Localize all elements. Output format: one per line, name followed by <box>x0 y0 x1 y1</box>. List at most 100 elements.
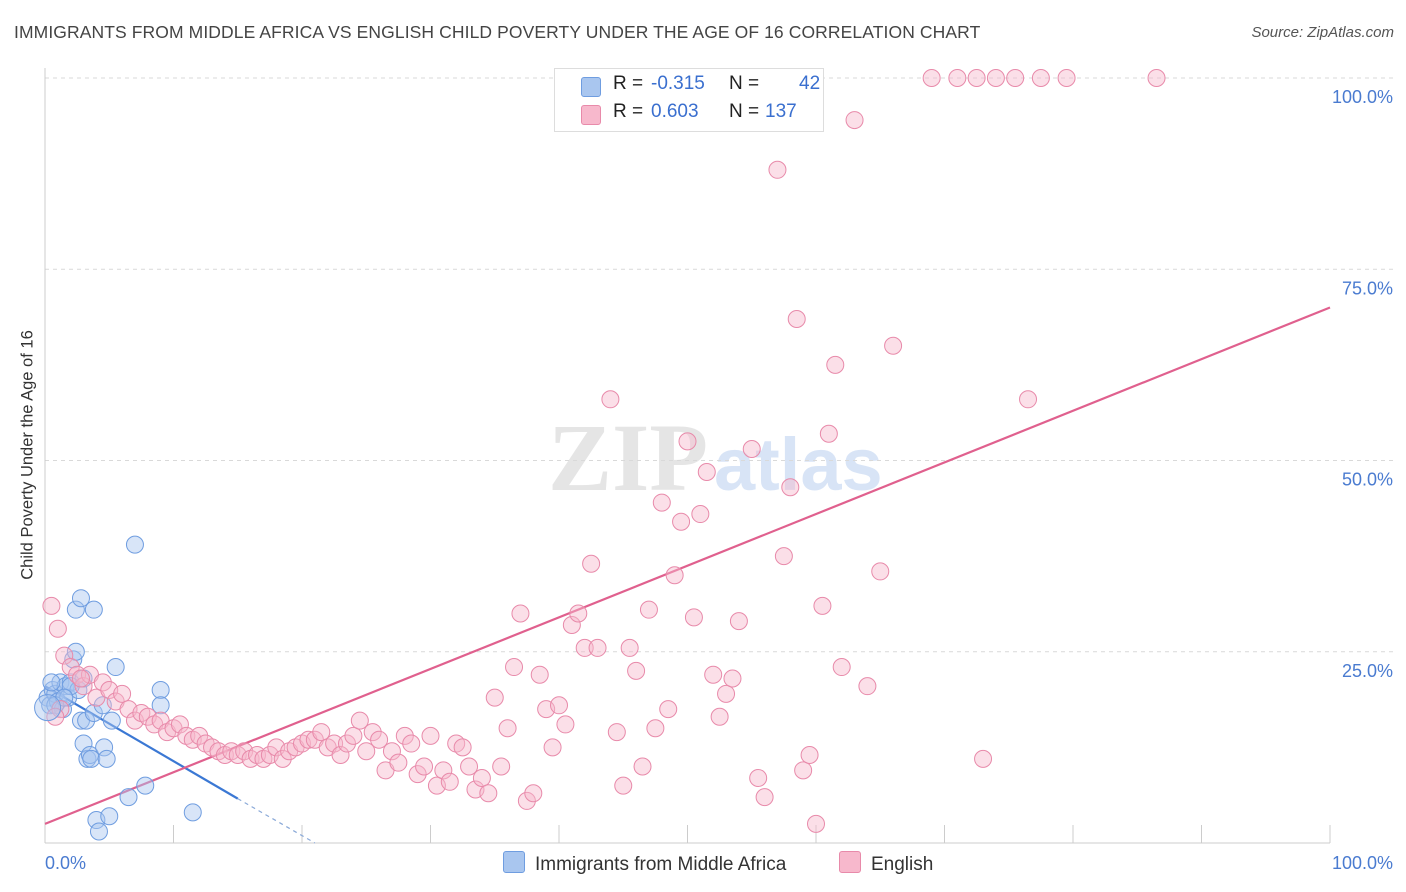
trend-line-middle-africa-extension <box>238 799 315 843</box>
legend-item-middle-africa: Immigrants from Middle Africa <box>503 851 786 876</box>
point-english <box>602 391 619 408</box>
point-middle-africa <box>98 750 115 767</box>
point-english <box>640 601 657 618</box>
point-middle-africa <box>126 536 143 553</box>
point-middle-africa <box>107 659 124 676</box>
point-english <box>422 727 439 744</box>
point-english <box>987 70 1004 87</box>
legend-swatch-blue <box>581 77 601 97</box>
point-middle-africa <box>137 777 154 794</box>
point-english <box>628 662 645 679</box>
x-tick-label: 100.0% <box>1332 853 1393 873</box>
point-middle-africa <box>103 712 120 729</box>
gridlines <box>45 78 1395 652</box>
legend-item-english: English <box>839 851 933 876</box>
point-english <box>814 597 831 614</box>
point-english <box>608 724 625 741</box>
point-english <box>968 70 985 87</box>
point-english <box>692 506 709 523</box>
point-english <box>679 433 696 450</box>
point-english <box>1020 391 1037 408</box>
point-english <box>583 555 600 572</box>
point-english <box>730 613 747 630</box>
point-english <box>345 727 362 744</box>
legend-n-value: 42 <box>799 73 820 95</box>
point-middle-africa <box>85 601 102 618</box>
point-english <box>859 678 876 695</box>
point-english <box>775 548 792 565</box>
point-english <box>551 697 568 714</box>
point-english <box>525 785 542 802</box>
point-english <box>544 739 561 756</box>
point-english <box>1007 70 1024 87</box>
point-english <box>486 689 503 706</box>
point-english <box>685 609 702 626</box>
point-english <box>403 735 420 752</box>
point-english <box>724 670 741 687</box>
point-middle-africa <box>184 804 201 821</box>
point-english <box>827 356 844 373</box>
point-english <box>499 720 516 737</box>
point-english <box>885 337 902 354</box>
point-english <box>480 785 497 802</box>
point-english <box>949 70 966 87</box>
point-english <box>589 639 606 656</box>
point-english <box>808 815 825 832</box>
point-english <box>782 479 799 496</box>
point-english <box>114 685 131 702</box>
point-english <box>621 639 638 656</box>
scatter-plot: ZIP atlas 25.0%50.0%75.0%100.0%0.0% 100.0… <box>0 0 1406 892</box>
point-english <box>846 112 863 129</box>
legend-r-label: R = <box>613 101 643 123</box>
y-tick-label: 75.0% <box>1342 278 1393 298</box>
y-tick-label: 50.0% <box>1342 470 1393 490</box>
point-middle-africa <box>43 674 60 691</box>
point-english <box>454 739 471 756</box>
point-middle-africa <box>35 695 61 721</box>
point-middle-africa <box>152 682 169 699</box>
point-english <box>493 758 510 775</box>
point-english <box>531 666 548 683</box>
point-english <box>923 70 940 87</box>
y-tick-label: 100.0% <box>1332 87 1393 107</box>
legend-r-label: R = <box>613 73 643 95</box>
legend-swatch-pink <box>581 105 601 125</box>
point-middle-africa <box>120 789 137 806</box>
point-english <box>416 758 433 775</box>
point-english <box>756 789 773 806</box>
legend-r-value: -0.315 <box>651 73 705 95</box>
point-english <box>570 605 587 622</box>
point-english <box>801 747 818 764</box>
point-english <box>666 567 683 584</box>
legend-label-middle-africa: Immigrants from Middle Africa <box>535 854 786 875</box>
legend-swatch-blue <box>503 851 525 873</box>
point-english <box>647 720 664 737</box>
point-english <box>673 513 690 530</box>
legend-swatch-pink <box>839 851 861 873</box>
stats-legend: R = -0.315 N = 42 R = 0.603 N = 137 <box>554 68 824 132</box>
watermark: ZIP atlas <box>548 404 883 511</box>
point-english <box>698 463 715 480</box>
point-english <box>49 620 66 637</box>
legend-n-value: 137 <box>765 101 797 123</box>
point-english <box>833 659 850 676</box>
point-english <box>711 708 728 725</box>
point-english <box>653 494 670 511</box>
point-english <box>506 659 523 676</box>
legend-n-label: N = <box>729 73 759 95</box>
watermark-atlas: atlas <box>714 423 883 506</box>
point-middle-africa <box>101 808 118 825</box>
x-tick-label: 0.0% <box>45 853 86 873</box>
point-middle-africa <box>90 823 107 840</box>
point-english <box>72 670 89 687</box>
point-english <box>1032 70 1049 87</box>
point-english <box>872 563 889 580</box>
point-english <box>615 777 632 794</box>
point-english <box>705 666 722 683</box>
point-english <box>795 762 812 779</box>
point-english <box>441 773 458 790</box>
point-english <box>750 769 767 786</box>
point-english <box>473 769 490 786</box>
point-english <box>1148 70 1165 87</box>
legend-label-english: English <box>871 854 933 875</box>
